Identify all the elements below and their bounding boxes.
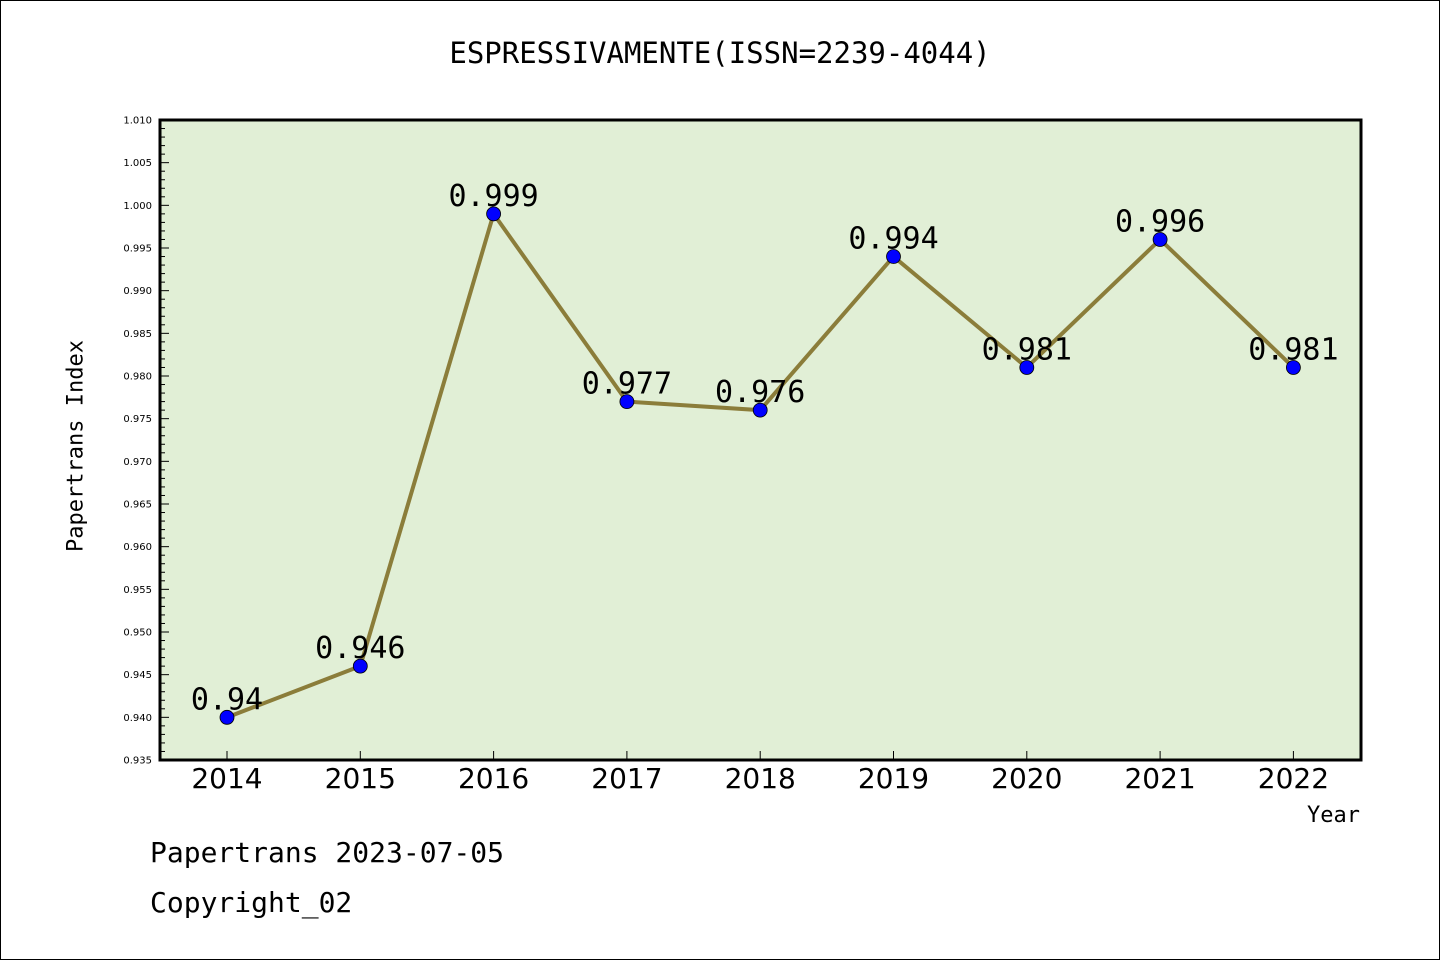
data-point bbox=[1019, 360, 1035, 375]
x-tick-label: 2021 bbox=[1124, 762, 1195, 795]
y-axis-label: Papertrans Index bbox=[63, 340, 89, 552]
data-label: 0.981 bbox=[982, 332, 1072, 367]
data-point bbox=[1286, 360, 1301, 375]
y-tick-label: 0.955 bbox=[123, 585, 152, 596]
y-tick-label: 0.995 bbox=[123, 244, 152, 255]
plot-area bbox=[160, 120, 1361, 760]
footer-date-text: Papertrans 2023-07-05 bbox=[150, 836, 505, 869]
y-tick-label: 0.985 bbox=[123, 329, 152, 340]
data-label: 0.994 bbox=[848, 222, 938, 257]
y-tick-label: 0.980 bbox=[123, 372, 152, 383]
y-tick-label: 0.935 bbox=[123, 756, 152, 767]
data-point bbox=[486, 206, 502, 222]
data-point bbox=[619, 394, 635, 410]
y-tick-label: 0.990 bbox=[123, 286, 152, 297]
x-tick-label: 2014 bbox=[191, 762, 262, 795]
y-tick-label: 0.975 bbox=[123, 414, 152, 425]
footer-copyright-text: Copyright_02 bbox=[150, 886, 353, 919]
data-label: 0.94 bbox=[191, 682, 263, 717]
data-point bbox=[352, 658, 368, 674]
y-tick-label: 1.000 bbox=[123, 201, 152, 212]
data-label: 0.999 bbox=[448, 179, 538, 214]
data-label: 0.976 bbox=[715, 375, 805, 410]
data-point bbox=[219, 709, 235, 725]
x-tick-label: 2022 bbox=[1258, 762, 1329, 795]
data-label: 0.996 bbox=[1115, 204, 1205, 239]
y-tick-label: 0.960 bbox=[123, 542, 152, 553]
x-tick-label: 2017 bbox=[591, 762, 662, 795]
x-tick-label: 2020 bbox=[991, 762, 1062, 795]
y-tick-label: 0.940 bbox=[123, 713, 152, 724]
y-tick-label: 1.010 bbox=[123, 116, 152, 127]
data-label: 0.981 bbox=[1248, 332, 1338, 367]
x-tick-label: 2019 bbox=[858, 762, 929, 795]
y-tick-label: 1.005 bbox=[123, 158, 152, 169]
data-point bbox=[752, 402, 768, 418]
x-tick-label: 2015 bbox=[325, 762, 396, 795]
y-tick-label: 0.945 bbox=[123, 670, 152, 681]
data-point bbox=[1152, 232, 1168, 247]
x-tick-label: 2018 bbox=[725, 762, 796, 795]
data-label: 0.946 bbox=[315, 631, 405, 666]
plot-border bbox=[158, 118, 1363, 762]
y-tick-label: 0.950 bbox=[123, 628, 152, 639]
y-tick-label: 0.965 bbox=[123, 500, 152, 511]
data-label: 0.977 bbox=[582, 367, 672, 402]
data-point bbox=[886, 249, 901, 264]
x-axis-label: Year bbox=[1307, 803, 1360, 828]
chart-title: ESPRESSIVAMENTE(ISSN=2239-4044) bbox=[449, 36, 991, 70]
y-tick-label: 0.970 bbox=[123, 457, 152, 468]
x-tick-label: 2016 bbox=[458, 762, 529, 795]
